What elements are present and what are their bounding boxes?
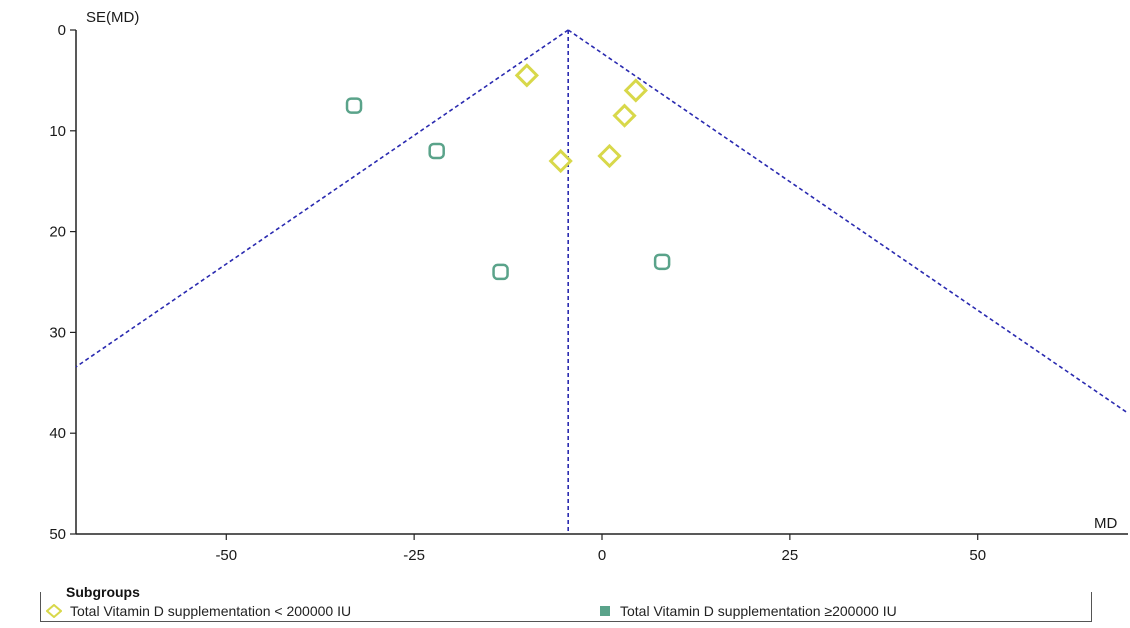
y-axis-title: SE(MD) <box>86 9 139 26</box>
legend-label-low-dose: Total Vitamin D supplementation < 200000… <box>70 603 352 619</box>
point-high-dose <box>345 97 363 114</box>
legend-item-high-dose: Total Vitamin D supplementation ≥200000 … <box>598 603 897 619</box>
point-high-dose <box>428 142 445 160</box>
point-low-dose <box>623 78 648 103</box>
point-low-dose <box>548 148 573 174</box>
y-tick-label: 20 <box>49 224 66 241</box>
y-tick-label: 10 <box>49 123 66 140</box>
point-low-dose <box>514 63 539 88</box>
data-points <box>345 63 671 281</box>
legend-title: Subgroups <box>62 584 144 600</box>
legend-box <box>40 592 1092 622</box>
x-tick-label: -50 <box>215 547 237 564</box>
square-marker-icon <box>600 606 610 616</box>
diamond-marker-icon <box>46 604 62 618</box>
x-tick-label: 50 <box>969 547 986 564</box>
point-low-dose <box>612 103 637 128</box>
x-axis-title: MD <box>1094 515 1117 532</box>
y-tick-label: 30 <box>49 324 66 341</box>
point-high-dose <box>492 263 509 281</box>
point-high-dose <box>653 253 671 271</box>
legend-item-low-dose: Total Vitamin D supplementation < 200000… <box>46 603 351 619</box>
x-tick-label: -25 <box>403 547 425 564</box>
funnel-left-limit <box>75 29 569 368</box>
axes: 0 10 20 30 40 50 -50 -25 0 25 50 <box>49 22 1128 564</box>
funnel-lines <box>75 29 1129 534</box>
legend-label-high-dose: Total Vitamin D supplementation ≥200000 … <box>620 603 897 619</box>
x-tick-label: 25 <box>782 547 799 564</box>
y-tick-label: 0 <box>58 22 66 39</box>
y-tick-label: 40 <box>49 425 66 442</box>
point-low-dose <box>597 143 622 169</box>
y-tick-label: 50 <box>49 526 66 543</box>
funnel-plot: 0 10 20 30 40 50 -50 -25 0 25 50 SE(MD) MD <box>49 9 1129 564</box>
x-tick-label: 0 <box>598 547 606 564</box>
funnel-right-limit <box>567 29 1129 414</box>
